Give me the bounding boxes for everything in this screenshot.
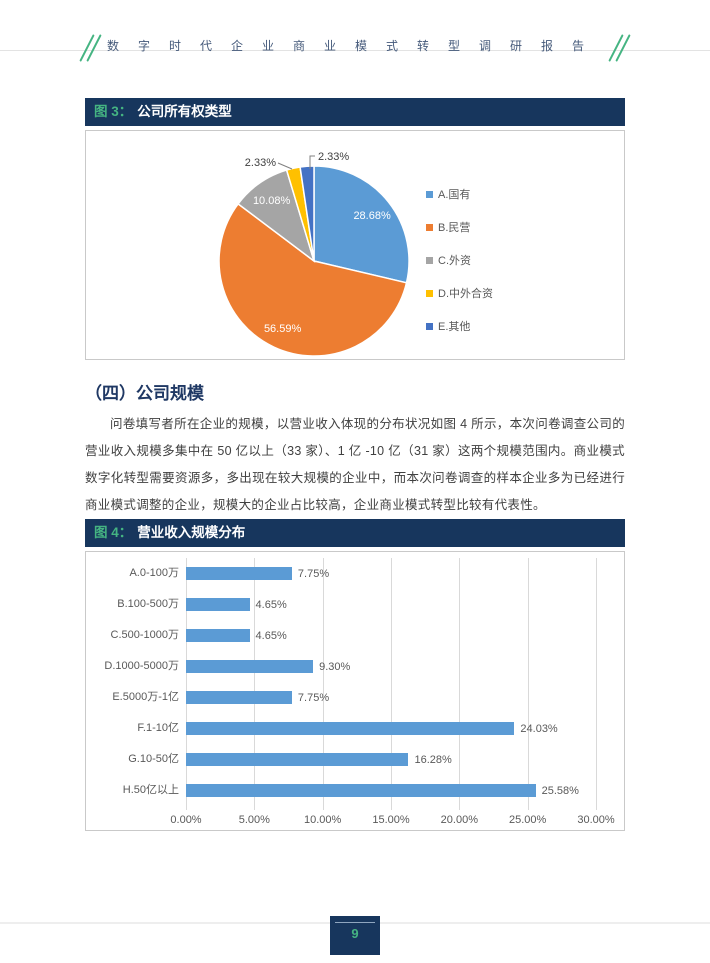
bar-gridlines <box>186 558 597 810</box>
legend-item: B.民营 <box>426 221 493 234</box>
bar-category-label: F.1-10亿 <box>137 722 179 734</box>
bar-row: 7.75% <box>186 558 596 589</box>
bar-category-label: A.0-100万 <box>129 567 179 579</box>
bar-category-label: E.5000万-1亿 <box>112 691 179 703</box>
legend-swatch-icon <box>426 289 433 297</box>
legend-item: C.外资 <box>426 254 493 267</box>
bar-category-label: G.10-50亿 <box>128 753 179 765</box>
figure3-chart: 28.68% 56.59% 10.08% 2.33% 2.33% A.国有 B.民营 C.外… <box>85 130 625 360</box>
gridline <box>391 558 392 810</box>
report-title: 数字时代企业商业模式转型调研报告 <box>106 38 603 53</box>
gridline <box>186 558 187 810</box>
bar <box>186 691 292 704</box>
header-divider <box>0 50 710 51</box>
gridline <box>596 558 597 810</box>
page-number-badge: 9 <box>330 916 380 955</box>
svg-text:2.33%: 2.33% <box>245 157 276 169</box>
svg-text:28.68%: 28.68% <box>353 210 391 222</box>
bar <box>186 598 250 611</box>
legend-swatch-icon <box>426 256 433 264</box>
legend-label: B.民营 <box>438 222 471 234</box>
bar <box>186 753 409 766</box>
bar-row: 7.75% <box>186 682 596 713</box>
bar-value-label: 9.30% <box>319 660 351 673</box>
x-axis-tick-label: 15.00% <box>372 814 410 826</box>
legend-label: E.其他 <box>438 321 471 333</box>
bar-category-label: B.100-500万 <box>117 598 179 610</box>
x-axis-tick-label: 25.00% <box>509 814 547 826</box>
gridline <box>254 558 256 810</box>
bar-category-label: D.1000-5000万 <box>104 660 179 672</box>
badge-inner-line <box>335 922 375 923</box>
bar-row: 25.58% <box>186 775 596 806</box>
bar-x-axis: 0.00% 5.00% 10.00% 15.00% 20.00% 25.00% 30.00% <box>170 812 614 832</box>
bar <box>186 567 292 580</box>
bar-chart: A.0-100万 B.100-500万 C.500-1000万 D.1000-5000… <box>101 558 615 826</box>
bar-row: 16.28% <box>186 744 596 775</box>
figure4-title-bar: 图 4： 营业收入规模分布 <box>85 519 625 547</box>
x-axis-tick-label: 30.00% <box>577 814 615 826</box>
legend-swatch-icon <box>426 322 433 330</box>
bar-category-labels: A.0-100万 B.100-500万 C.500-1000万 D.1000-5000… <box>101 558 186 806</box>
x-axis-tick-label: 10.00% <box>304 814 342 826</box>
legend-swatch-icon <box>426 223 433 231</box>
bar-plot: 7.75% 4.65% 4.65% 9.30% 7.75% 24.03% 16.28% 25.… <box>170 558 615 826</box>
x-axis-tick-label: 0.00% <box>170 814 202 826</box>
header-left-slashes-icon <box>79 33 102 63</box>
gridline <box>322 558 324 810</box>
legend-label: A.国有 <box>438 189 471 201</box>
bar-category-label: H.50亿以上 <box>122 784 179 796</box>
page-number: 9 <box>351 926 359 941</box>
bar <box>186 629 250 642</box>
bar-value-label: 4.65% <box>255 629 287 642</box>
svg-text:2.33%: 2.33% <box>318 151 349 163</box>
bar <box>186 722 515 735</box>
bar-row: 4.65% <box>186 620 596 651</box>
legend-label: D.中外合资 <box>438 288 493 300</box>
legend-item: A.国有 <box>426 188 493 201</box>
pie-legend: A.国有 B.民营 C.外资 D.中外合资 E.其他 <box>426 131 493 359</box>
bar-value-label: 7.75% <box>297 691 330 704</box>
page-content: 图 3： 公司所有权类型 28.68% 56.59% 10.08% 2.33% 2.33%… <box>85 98 625 831</box>
gridline <box>527 558 529 810</box>
figure4-chart: A.0-100万 B.100-500万 C.500-1000万 D.1000-5000… <box>85 551 625 831</box>
figure4-label: 图 4： <box>94 525 133 540</box>
section-heading: （四）公司规模 <box>85 384 204 403</box>
bar-row: 4.65% <box>186 589 596 620</box>
x-axis-tick-label: 5.00% <box>238 814 270 826</box>
bar-value-label: 4.65% <box>255 598 287 611</box>
bar-category-label: C.500-1000万 <box>110 629 180 641</box>
page-header: 数字时代企业商业模式转型调研报告 <box>0 0 710 70</box>
bar-value-label: 24.03% <box>520 722 558 735</box>
legend-label: C.外资 <box>438 255 471 267</box>
bar-value-label: 7.75% <box>297 567 330 580</box>
bar-row: 24.03% <box>186 713 596 744</box>
legend-item: E.其他 <box>426 320 493 333</box>
gridline <box>459 558 461 810</box>
bar-rows: 7.75% 4.65% 4.65% 9.30% 7.75% 24.03% 16.28% 25.… <box>186 558 596 806</box>
bar <box>186 660 314 673</box>
pie-chart: 28.68% 56.59% 10.08% 2.33% 2.33% <box>218 151 410 357</box>
legend-swatch-icon <box>426 190 433 198</box>
figure3-title: 公司所有权类型 <box>137 104 232 119</box>
svg-text:56.59%: 56.59% <box>264 323 302 335</box>
body-paragraph: 问卷填写者所在企业的规模，以营业收入体现的分布状况如图 4 所示，本次问卷调查公… <box>85 417 625 512</box>
legend-item: D.中外合资 <box>426 287 493 300</box>
figure3-label: 图 3： <box>94 104 133 119</box>
figure4-title: 营业收入规模分布 <box>137 525 246 540</box>
bar-value-label: 16.28% <box>414 753 452 766</box>
header-right-slashes-icon <box>608 33 631 63</box>
figure3-title-bar: 图 3： 公司所有权类型 <box>85 98 625 126</box>
bar-row: 9.30% <box>186 651 596 682</box>
svg-text:10.08%: 10.08% <box>253 195 291 207</box>
x-axis-tick-label: 20.00% <box>440 814 478 826</box>
bar <box>186 784 536 797</box>
bar-value-label: 25.58% <box>541 784 579 797</box>
